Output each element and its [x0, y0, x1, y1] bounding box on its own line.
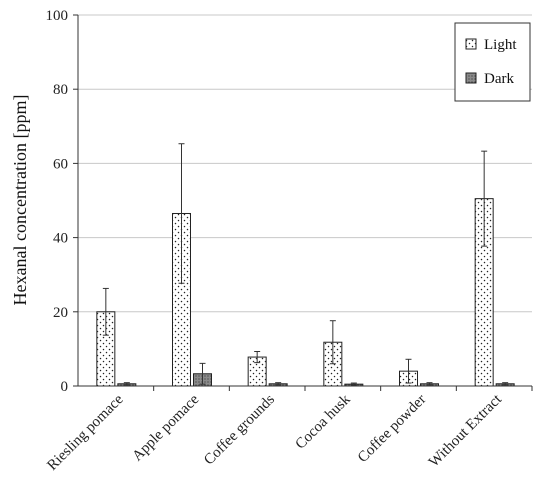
y-tick-label: 80: [53, 82, 68, 98]
bars: [96, 143, 515, 387]
x-tick-label: Riesling pomace: [44, 391, 127, 474]
legend-box: [454, 22, 531, 102]
legend: Light Dark: [454, 22, 531, 102]
x-tick-label: Coffee powder: [355, 392, 429, 466]
y-tick-label: 100: [46, 8, 69, 24]
legend-label-dark: Dark: [484, 71, 514, 87]
legend-label-light: Light: [484, 37, 517, 53]
legend-swatch-dark: [465, 72, 477, 84]
y-tick-label: 0: [61, 379, 69, 395]
y-tick-label: 40: [53, 231, 68, 247]
x-tick-label: Apple pomace: [129, 391, 202, 464]
y-tick-label: 20: [53, 305, 68, 321]
legend-swatch-light: [465, 38, 477, 50]
x-tick-label: Cocoa husk: [293, 391, 354, 452]
y-tick-label: 60: [53, 156, 68, 172]
y-axis-title: Hexanal concentration [ppm]: [10, 95, 30, 306]
x-tick-label: Without Extract: [426, 391, 506, 471]
x-tick-label: Coffee grounds: [201, 391, 278, 468]
